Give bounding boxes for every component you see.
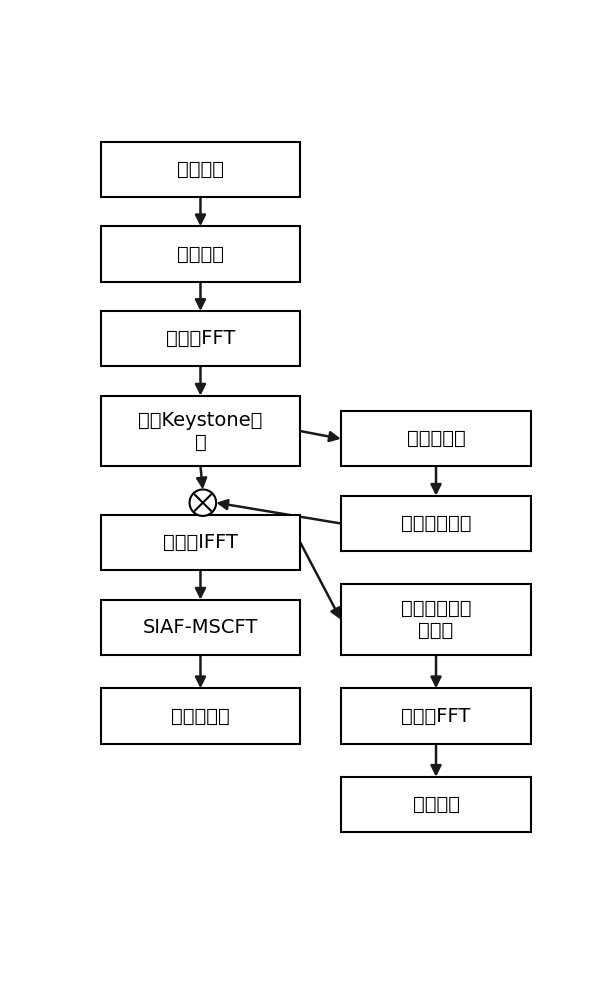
FancyBboxPatch shape — [341, 584, 531, 655]
FancyBboxPatch shape — [341, 777, 531, 832]
Ellipse shape — [190, 489, 216, 516]
Text: 模糊数估计: 模糊数估计 — [406, 429, 465, 448]
Text: 二阶Keystone变
换: 二阶Keystone变 换 — [138, 411, 263, 452]
Text: 目标检测: 目标检测 — [413, 795, 459, 814]
Text: 构造补偿函数: 构造补偿函数 — [401, 514, 472, 533]
FancyBboxPatch shape — [341, 496, 531, 551]
Text: 快时间IFFT: 快时间IFFT — [163, 533, 238, 552]
FancyBboxPatch shape — [101, 226, 300, 282]
Text: 回波数据: 回波数据 — [177, 160, 224, 179]
FancyBboxPatch shape — [341, 411, 531, 466]
FancyBboxPatch shape — [101, 311, 300, 366]
FancyBboxPatch shape — [101, 142, 300, 197]
FancyBboxPatch shape — [101, 600, 300, 655]
Text: 加速度估计: 加速度估计 — [171, 706, 230, 725]
Text: 脉冲压缩: 脉冲压缩 — [177, 244, 224, 263]
FancyBboxPatch shape — [101, 688, 300, 744]
Text: 多普勒频率走
动补偿: 多普勒频率走 动补偿 — [401, 599, 472, 640]
FancyBboxPatch shape — [101, 396, 300, 466]
Text: 快时间FFT: 快时间FFT — [166, 329, 235, 348]
Text: 慢时间FFT: 慢时间FFT — [402, 706, 471, 725]
Text: SIAF-MSCFT: SIAF-MSCFT — [143, 618, 258, 637]
FancyBboxPatch shape — [341, 688, 531, 744]
FancyBboxPatch shape — [101, 515, 300, 570]
